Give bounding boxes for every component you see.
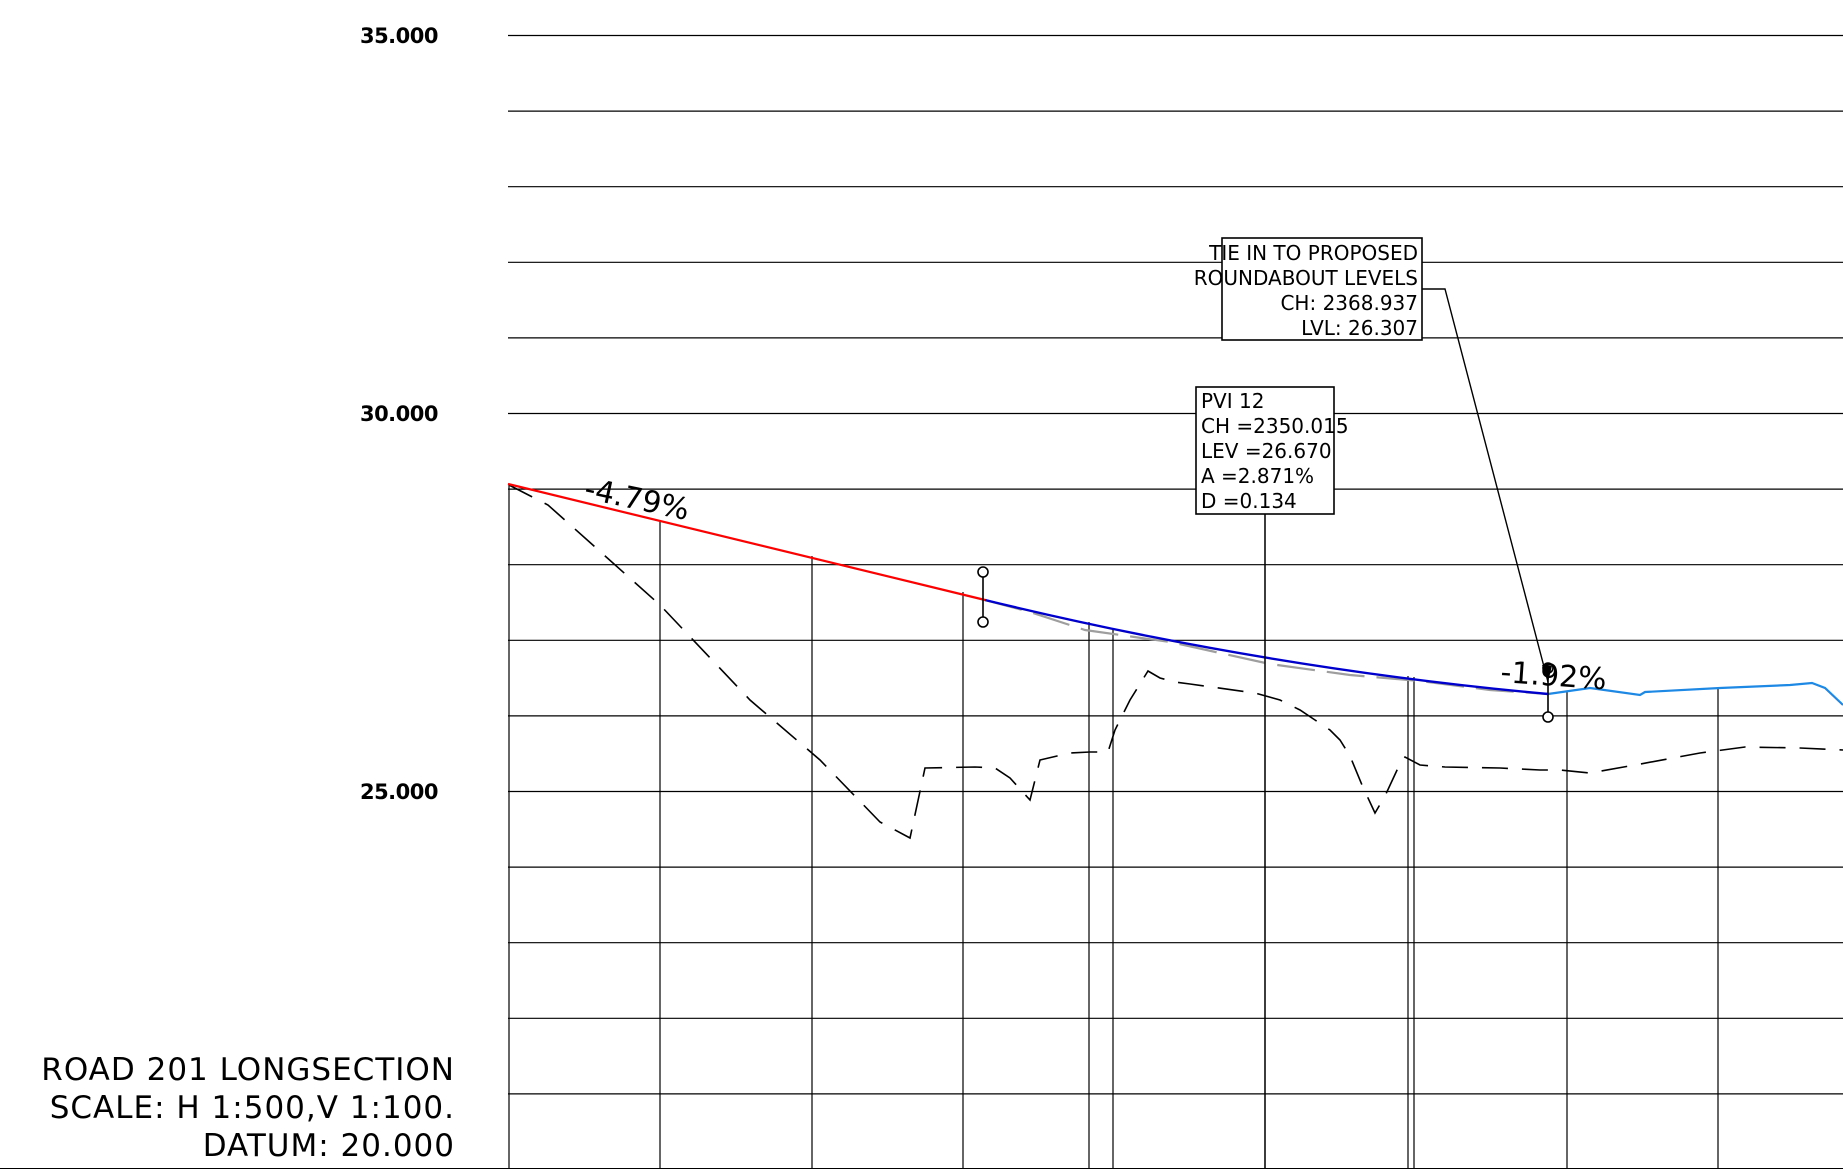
vertical-curve-line xyxy=(984,598,1549,696)
superseded-profile-line xyxy=(984,598,1549,696)
pvi-grade-change: A =2.871% xyxy=(1201,464,1314,488)
title-block: ROAD 201 LONGSECTION SCALE: H 1:500,V 1:… xyxy=(41,1052,455,1164)
level-label-35: 35.000 xyxy=(360,24,438,48)
horizontal-grid-lines xyxy=(508,34,1843,1095)
pvi-box xyxy=(1195,386,1335,515)
grade-label-left: -4.79% xyxy=(581,472,692,528)
pvi-marker-left xyxy=(977,566,989,628)
pvi-level: LEV =26.670 xyxy=(1201,439,1332,463)
vertical-grid-lines xyxy=(508,484,1719,1169)
existing-ground-line xyxy=(508,484,1843,840)
tie-in-leader-arrowhead xyxy=(1542,665,1552,682)
drawing-datum: DATUM: 20.000 xyxy=(203,1128,455,1164)
drawing-title: ROAD 201 LONGSECTION xyxy=(41,1052,455,1088)
roundabout-profile-line xyxy=(1547,681,1843,706)
pvi-name: PVI 12 xyxy=(1201,389,1264,413)
pvi-chainage: CH =2350.015 xyxy=(1201,414,1349,438)
pvi-callout: PVI 12 CH =2350.015 LEV =26.670 A =2.871… xyxy=(1195,386,1349,1169)
tie-in-chainage: CH: 2368.937 xyxy=(1280,291,1418,315)
tie-in-line-1: TIE IN TO PROPOSED xyxy=(1208,241,1418,265)
tie-in-line-2: ROUNDABOUT LEVELS xyxy=(1194,266,1418,290)
tie-in-level: LVL: 26.307 xyxy=(1301,316,1418,340)
pvi-offset: D =0.134 xyxy=(1201,489,1297,513)
tie-in-callout: TIE IN TO PROPOSED ROUNDABOUT LEVELS CH:… xyxy=(1194,237,1552,683)
grade-label-right: -1.92% xyxy=(1499,655,1607,697)
drawing-scale: SCALE: H 1:500,V 1:100. xyxy=(50,1090,455,1126)
tie-in-leader-line xyxy=(1422,288,1549,683)
tie-in-box xyxy=(1221,237,1423,341)
level-label-25: 25.000 xyxy=(360,780,438,804)
level-label-30: 30.000 xyxy=(360,402,438,426)
design-grade-line xyxy=(507,482,986,602)
